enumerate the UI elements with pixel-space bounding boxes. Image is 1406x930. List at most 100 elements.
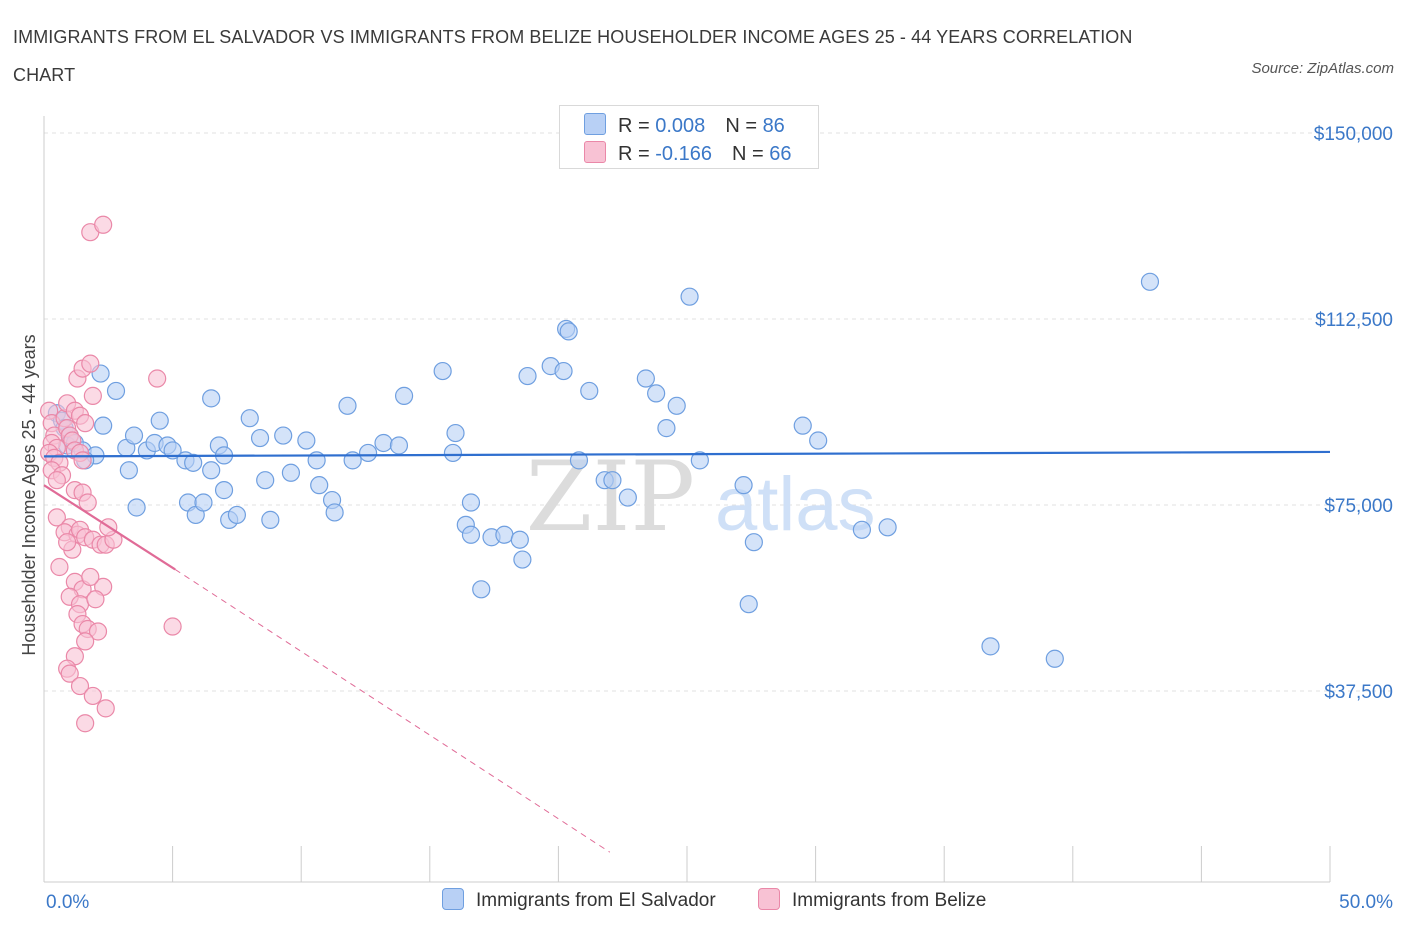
el-salvador-point — [667, 396, 686, 415]
belize-trend-extension — [174, 569, 611, 853]
series-legend-label: Immigrants from El Salvador — [476, 890, 716, 911]
el-salvador-point — [443, 443, 463, 463]
el-salvador-point — [374, 433, 393, 453]
legend-row-el-salvador: R = 0.008 N = 86 — [584, 113, 785, 137]
el-salvador-point — [852, 520, 871, 539]
el-salvador-point — [202, 389, 221, 408]
series-swatch-el-salvador — [442, 888, 464, 910]
belize-point — [94, 215, 113, 234]
series-legend-label: Immigrants from Belize — [792, 890, 987, 911]
el-salvador-point — [297, 431, 316, 450]
el-salvador-point — [150, 411, 169, 430]
el-salvador-point — [310, 476, 329, 495]
el-salvador-point — [94, 416, 113, 435]
el-salvador-point — [127, 498, 146, 517]
x-tick-label: 50.0% — [1339, 892, 1393, 913]
belize-point — [47, 471, 66, 490]
el-salvador-point — [793, 416, 812, 435]
el-salvador-point — [495, 525, 514, 544]
watermark-atlas: atlas — [715, 462, 876, 547]
belize-point — [50, 557, 69, 577]
el-salvador-point — [513, 550, 532, 569]
el-salvador-point — [618, 488, 637, 507]
el-salvador-point — [250, 428, 270, 448]
el-salvador-point — [325, 503, 344, 522]
source-label: Source: ZipAtlas.com — [1251, 60, 1394, 77]
el-salvador-point — [981, 637, 1000, 656]
el-salvador-point — [569, 451, 589, 470]
el-salvador-point — [214, 481, 234, 500]
el-salvador-point — [119, 461, 138, 480]
el-salvador-point — [744, 533, 763, 552]
belize-point — [76, 714, 95, 733]
belize-point — [78, 493, 97, 512]
legend-r-label: R = — [618, 115, 656, 137]
el-salvador-point — [389, 436, 409, 455]
el-salvador-point — [194, 493, 213, 512]
legend-n-label: N = — [725, 115, 763, 137]
y-tick-label: $150,000 — [1314, 124, 1393, 145]
belize-point — [58, 533, 77, 552]
el-salvador-point — [554, 361, 573, 381]
el-salvador-point — [878, 518, 897, 537]
y-axis-label: Householder Income Ages 25 - 44 years — [19, 334, 39, 655]
series-legend-el-salvador: Immigrants from El Salvador — [442, 888, 716, 912]
el-salvador-point — [636, 369, 655, 388]
el-salvador-point — [261, 510, 280, 529]
el-salvador-point — [680, 287, 699, 306]
el-salvador-point — [281, 463, 301, 482]
el-salvador-point — [256, 471, 275, 490]
el-salvador-point — [461, 493, 481, 512]
belize-point — [76, 414, 95, 433]
series-legend: Immigrants from El Salvador Immigrants f… — [0, 888, 1406, 916]
el-salvador-point — [472, 580, 491, 599]
legend-r-value: 0.008 — [655, 115, 706, 137]
belize-point — [83, 386, 102, 405]
el-salvador-point — [657, 419, 676, 438]
correlation-legend: R = 0.008 N = 86 R = -0.166 N = 66 — [559, 105, 819, 169]
y-tick-label: $75,000 — [1324, 496, 1393, 517]
belize-point — [73, 451, 92, 470]
belize-point — [86, 590, 105, 609]
y-tick-label: $37,500 — [1324, 682, 1393, 703]
x-tick-label: 0.0% — [46, 892, 89, 913]
el-salvador-point — [358, 443, 378, 463]
el-salvador-point — [124, 426, 144, 445]
belize-point — [96, 699, 115, 718]
legend-r-value: -0.166 — [655, 143, 712, 165]
el-salvador-point — [184, 453, 203, 472]
el-salvador-point — [647, 384, 666, 403]
el-salvador-point — [433, 361, 452, 381]
el-salvador-point — [518, 366, 537, 386]
el-salvador-point — [446, 423, 465, 443]
series-swatch-belize — [758, 888, 780, 910]
el-salvador-point — [603, 471, 622, 490]
legend-r-label: R = — [618, 143, 656, 165]
belize-point — [81, 354, 100, 373]
series-legend-belize: Immigrants from Belize — [758, 888, 986, 912]
el-salvador-point — [227, 505, 246, 525]
el-salvador-point — [274, 426, 293, 445]
belize-point — [83, 686, 102, 706]
legend-swatch-el-salvador — [584, 113, 606, 135]
legend-n-value: 66 — [769, 143, 792, 165]
belize-point — [148, 369, 167, 388]
belize-trend-line — [43, 484, 176, 571]
belize-point — [81, 567, 100, 587]
el-salvador-point — [809, 431, 828, 450]
el-salvador-trend-line — [43, 450, 1331, 458]
el-salvador-point — [1140, 272, 1160, 291]
el-salvador-point — [1045, 649, 1064, 668]
el-salvador-point — [394, 386, 414, 405]
el-salvador-point — [202, 461, 221, 480]
watermark-zip: ZIP — [526, 441, 695, 553]
el-salvador-point — [240, 409, 259, 428]
el-salvador-point — [510, 530, 529, 549]
belize-point — [76, 632, 95, 651]
belize-point — [70, 676, 90, 696]
legend-row-belize: R = -0.166 N = 66 — [584, 141, 791, 165]
belize-point — [163, 617, 182, 636]
belize-point — [60, 664, 79, 683]
el-salvador-point — [734, 476, 753, 495]
